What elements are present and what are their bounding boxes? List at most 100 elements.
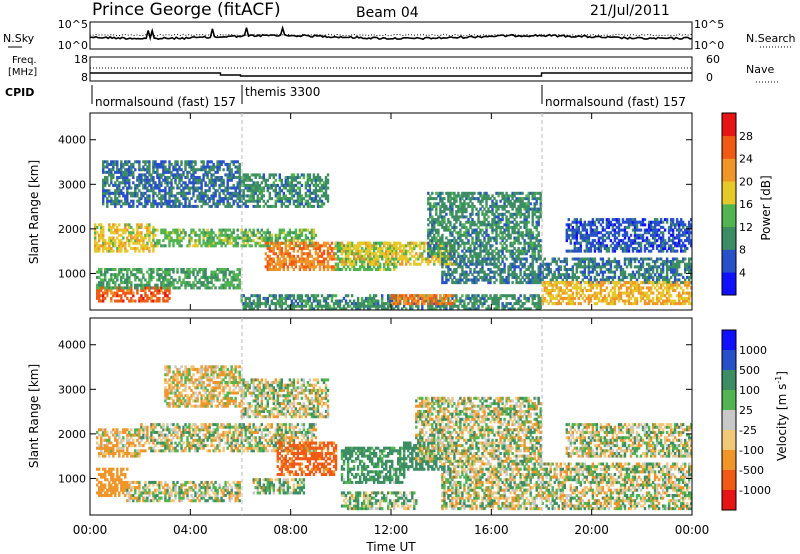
heatmap-cell-band-1: [120, 268, 123, 272]
heatmap-cell-band-5: [294, 176, 298, 180]
heatmap-cell-band-4: [144, 183, 147, 187]
heatmap-cell-band-6: [300, 252, 304, 256]
heatmap-cell-band-4: [138, 183, 141, 187]
heatmap-cell-band-12: [569, 268, 573, 272]
heatmap-cell-band-0: [164, 291, 167, 295]
heatmap-cell-band-0: [100, 286, 103, 290]
heatmap-cell-band-1: [160, 273, 163, 277]
heatmap-cell-band-4: [142, 165, 145, 169]
heatmap-cell-band-4: [146, 197, 149, 201]
heatmap-cell-band-11: [453, 239, 456, 243]
heatmap-cell-band-2: [152, 236, 155, 240]
heatmap-cell-band-10: [435, 296, 438, 300]
heatmap-cell-band-6: [302, 252, 306, 256]
heatmap-cell-band-3: [208, 231, 211, 235]
heatmap-cell-band-9: [258, 296, 262, 300]
heatmap-cell-band-5: [286, 181, 290, 185]
heatmap-cell-band-9: [338, 302, 342, 306]
heatmap-cell-band-9: [517, 307, 520, 311]
heatmap-cell-band-11: [427, 231, 430, 235]
heatmap-cell-band-4: [192, 168, 195, 172]
freq-label: Freq.: [12, 55, 37, 66]
heatmap-cell-band-6: [288, 241, 292, 245]
heatmap-cell-band-5: [292, 173, 296, 177]
heatmap-cell-band-9: [519, 307, 522, 311]
heatmap-cell-band-4: [122, 191, 125, 195]
heatmap-cell-band-4: [162, 160, 165, 164]
heatmap-cell-band-8: [425, 260, 428, 264]
heatmap-cell-band-9: [475, 307, 478, 311]
heatmap-cell-band-11: [457, 244, 460, 248]
heatmap-cell-band-5: [278, 178, 282, 182]
heatmap-cell-band-9: [381, 296, 384, 300]
heatmap-cell-band-7: [391, 262, 394, 266]
heatmap-cell-band-11: [467, 239, 470, 243]
heatmap-cell-band-8: [342, 257, 346, 261]
heatmap-cell-band-8: [389, 241, 392, 245]
heatmap-cell-band-4: [202, 173, 205, 177]
heatmap-cell-band-11: [479, 231, 482, 235]
heatmap-cell-band-5: [308, 197, 312, 201]
heatmap-cell-band-4: [126, 178, 129, 182]
heatmap-cell-band-4: [104, 181, 107, 185]
heatmap-cell-band-11: [441, 199, 444, 203]
heatmap-cell-band-12: [539, 275, 542, 279]
heatmap-cell-band-1: [96, 275, 99, 279]
heatmap-cell-band-8: [387, 260, 390, 264]
heatmap-cell-band-12: [471, 273, 474, 277]
heatmap-cell-band-11: [489, 197, 492, 201]
heatmap-cell-band-3: [198, 228, 201, 232]
heatmap-cell-band-1: [158, 278, 161, 282]
heatmap-cell-band-2: [102, 228, 105, 232]
heatmap-cell-band-1: [186, 281, 189, 285]
heatmap-cell-band-9: [306, 302, 310, 306]
heatmap-cell-band-0: [98, 299, 101, 303]
heatmap-cell-band-8: [387, 244, 390, 248]
heatmap-cell-band-11: [435, 239, 438, 243]
heatmap-cell-band-5: [262, 186, 266, 190]
heatmap-cell-band-1: [178, 286, 181, 290]
heatmap-cell-band-7: [336, 247, 340, 251]
heatmap-cell-band-9: [537, 304, 540, 308]
heatmap-cell-band-4: [126, 162, 129, 166]
heatmap-cell-band-11: [499, 191, 502, 195]
heatmap-cell-band-5: [262, 173, 266, 177]
heatmap-cell-band-3: [304, 233, 308, 237]
heatmap-cell-band-9: [513, 294, 516, 298]
heatmap-cell-band-6: [268, 262, 272, 266]
heatmap-cell-band-12: [567, 268, 571, 272]
heatmap-cell-band-1: [130, 283, 133, 287]
heatmap-cell-band-11: [531, 249, 534, 253]
heatmap-cell-band-11: [519, 241, 522, 245]
heatmap-cell-band-4: [238, 162, 241, 166]
heatmap-cell-band-5: [270, 186, 274, 190]
heatmap-cell-band-11: [493, 218, 496, 222]
heatmap-cell-band-4: [152, 197, 155, 201]
heatmap-cell-band-5: [256, 204, 260, 208]
heatmap-cell-band-12: [583, 268, 587, 272]
heatmap-cell-band-2: [138, 239, 141, 243]
heatmap-cell-band-9: [447, 296, 450, 300]
heatmap-cell-band-9: [381, 302, 384, 306]
heatmap-cell-band-12: [531, 281, 534, 285]
heatmap-cell-band-10: [423, 296, 426, 300]
heatmap-cell-band-9: [368, 302, 372, 306]
heatmap-cell-band-9: [483, 294, 486, 298]
heatmap-cell-band-9: [497, 296, 500, 300]
heatmap-cell-band-4: [134, 160, 137, 164]
heatmap-cell-band-5: [316, 189, 320, 193]
heatmap-cell-band-3: [198, 239, 201, 243]
heatmap-cell-band-8: [433, 254, 436, 258]
heatmap-cell-band-11: [527, 249, 530, 253]
heatmap-cell-band-2: [128, 241, 131, 245]
heatmap-cell-band-4: [156, 168, 159, 172]
heatmap-cell-band-11: [487, 236, 490, 240]
heatmap-cell-band-5: [262, 178, 266, 182]
heatmap-cell-band-12: [579, 270, 583, 274]
heatmap-cell-band-7: [374, 241, 378, 245]
heatmap-cell-band-11: [465, 249, 468, 253]
heatmap-cell-band-4: [178, 173, 181, 177]
heatmap-cell-band-7: [381, 254, 384, 258]
heatmap-cell-band-2: [108, 228, 111, 232]
heatmap-cell-band-2: [136, 236, 139, 240]
